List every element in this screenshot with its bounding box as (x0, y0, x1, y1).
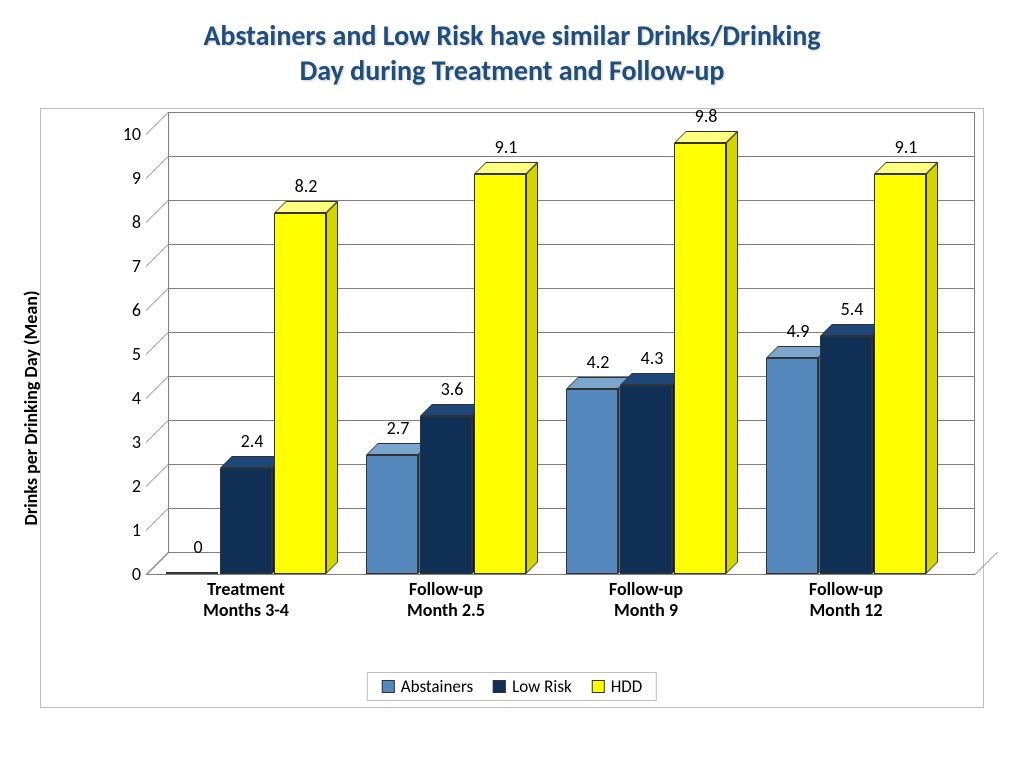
legend-swatch (493, 680, 506, 693)
bar-front (166, 572, 218, 574)
bar-value-label: 2.7 (372, 417, 424, 439)
legend-label: HDD (611, 676, 643, 697)
legend-item-low-risk: Low Risk (493, 676, 572, 697)
title-line2: Day during Treatment and Follow-up (300, 53, 725, 88)
bar-side (526, 162, 538, 574)
bar-side (926, 162, 938, 574)
grid-depth (146, 112, 168, 135)
bar-front (766, 358, 818, 574)
bar-low-risk-1: 3.6 (420, 416, 472, 574)
legend-item-hdd: HDD (592, 676, 643, 697)
bar-value-label: 4.3 (626, 347, 678, 369)
bar-abstainers-2: 4.2 (566, 389, 618, 574)
bar-low-risk-3: 5.4 (820, 336, 872, 574)
x-axis-labels: TreatmentMonths 3-4 Follow-upMonth 2.5 Fol… (146, 579, 953, 629)
bar-side (326, 201, 338, 574)
bar-value-label: 5.4 (826, 298, 878, 320)
bar-front (874, 174, 926, 574)
bar-side (726, 131, 738, 574)
y-axis-label: Drinks per Drinking Day (Mean) (20, 291, 42, 526)
legend-swatch (382, 680, 395, 693)
bar-value-label: 9.8 (680, 105, 732, 127)
bar-low-risk-2: 4.3 (620, 385, 672, 574)
y-tick-6: 6 (111, 299, 141, 321)
bar-low-risk-0: 2.4 (220, 468, 272, 574)
bar-value-label: 0 (172, 536, 224, 558)
bar-front (274, 213, 326, 574)
chart-inner: 01234567891002.48.22.73.69.14.24.39.84.9… (91, 124, 963, 637)
legend-swatch (592, 680, 605, 693)
bar-front (366, 455, 418, 574)
y-tick-4: 4 (111, 387, 141, 409)
chart-title: Abstainers and Low Risk have similar Dri… (0, 0, 1024, 98)
bar-abstainers-3: 4.9 (766, 358, 818, 574)
legend-item-abstainers: Abstainers (382, 676, 473, 697)
y-tick-0: 0 (111, 563, 141, 585)
grid-line (168, 112, 975, 113)
bar-abstainers-1: 2.7 (366, 455, 418, 574)
chart-container: Drinks per Drinking Day (Mean) 012345678… (40, 108, 984, 708)
x-label-0: TreatmentMonths 3-4 (166, 579, 326, 620)
x-label-1: Follow-upMonth 2.5 (366, 579, 526, 620)
bar-value-label: 9.1 (880, 136, 932, 158)
bar-value-label: 4.9 (772, 320, 824, 342)
x-label-2: Follow-upMonth 9 (566, 579, 726, 620)
bar-front (220, 468, 272, 574)
bar-value-label: 9.1 (480, 136, 532, 158)
bar-front (474, 174, 526, 574)
y-tick-9: 9 (111, 167, 141, 189)
bar-front (674, 143, 726, 574)
bar-front (820, 336, 872, 574)
y-tick-1: 1 (111, 519, 141, 541)
y-tick-7: 7 (111, 255, 141, 277)
y-tick-2: 2 (111, 475, 141, 497)
y-tick-8: 8 (111, 211, 141, 233)
bar-value-label: 8.2 (280, 175, 332, 197)
legend-label: Low Risk (512, 676, 572, 697)
bar-value-label: 2.4 (226, 430, 278, 452)
y-tick-3: 3 (111, 431, 141, 453)
bar-value-label: 3.6 (426, 378, 478, 400)
y-tick-5: 5 (111, 343, 141, 365)
legend: Abstainers Low Risk HDD (367, 672, 657, 701)
legend-label: Abstainers (401, 676, 473, 697)
bar-hdd-1: 9.1 (474, 174, 526, 574)
bar-value-label: 4.2 (572, 351, 624, 373)
title-line1: Abstainers and Low Risk have similar Dri… (203, 18, 820, 53)
plot-area: 01234567891002.48.22.73.69.14.24.39.84.9… (146, 134, 953, 574)
bar-front (566, 389, 618, 574)
y-tick-10: 10 (111, 123, 141, 145)
x-label-3: Follow-upMonth 12 (766, 579, 926, 620)
bar-hdd-2: 9.8 (674, 143, 726, 574)
bar-hdd-3: 9.1 (874, 174, 926, 574)
bar-front (620, 385, 672, 574)
bar-hdd-0: 8.2 (274, 213, 326, 574)
bars-layer: 02.48.22.73.69.14.24.39.84.95.49.1 (146, 134, 953, 574)
bar-front (420, 416, 472, 574)
